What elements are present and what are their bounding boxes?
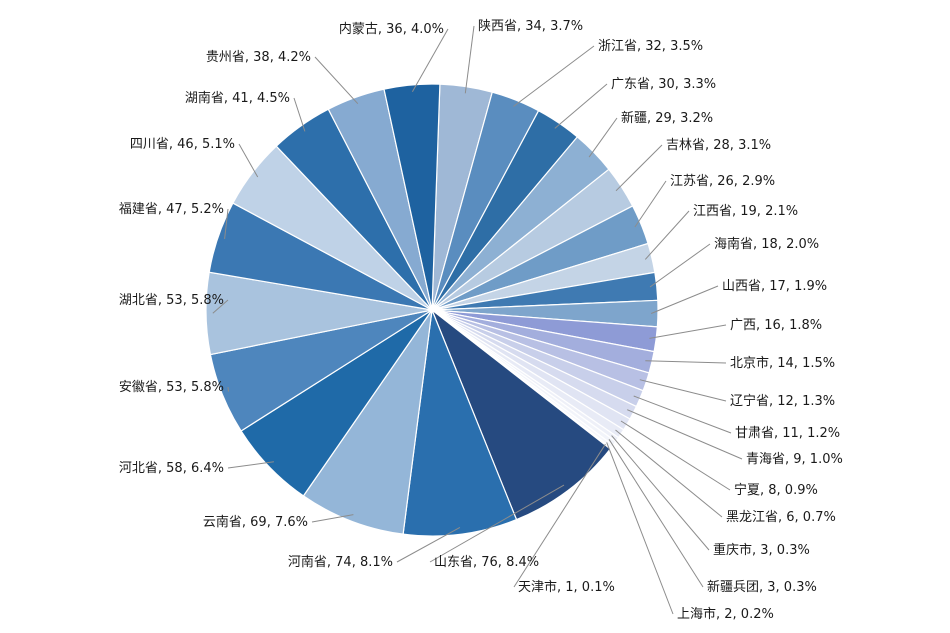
slice-label: 甘肃省, 11, 1.2%: [735, 426, 840, 441]
slice-label: 云南省, 69, 7.6%: [203, 514, 308, 530]
leader-line: [620, 420, 731, 491]
leader-line: [634, 180, 667, 228]
leader-line: [615, 144, 663, 192]
slice-label: 湖北省, 53, 5.8%: [119, 293, 224, 308]
leader-line: [311, 514, 354, 523]
slice-label: 安徽省, 53, 5.8%: [119, 380, 224, 395]
slice-22: [302, 309, 433, 535]
slice-label: 四川省, 46, 5.1%: [130, 137, 235, 152]
leader-line: [649, 324, 727, 339]
leader-lines: [212, 25, 743, 615]
slice-label: 河北省, 58, 6.4%: [119, 461, 224, 476]
leader-line: [639, 379, 727, 402]
slice-30: [383, 83, 441, 311]
slice-label: 宁夏, 8, 0.9%: [734, 482, 818, 498]
slice-label: 江西省, 19, 2.1%: [693, 204, 798, 219]
leader-line: [651, 285, 719, 314]
slice-label: 江苏省, 26, 2.9%: [670, 173, 775, 189]
leader-line: [608, 439, 704, 588]
slice-label: 重庆市, 3, 0.3%: [713, 542, 810, 558]
slice-label: 福建省, 47, 5.2%: [119, 202, 224, 217]
slice-label: 山西省, 17, 1.9%: [722, 279, 827, 294]
slice-label: 广东省, 30, 3.3%: [611, 77, 716, 92]
slice-21: [402, 307, 518, 537]
slice-label: 海南省, 18, 2.0%: [714, 236, 819, 252]
slice-label: 广西, 16, 1.8%: [730, 318, 822, 333]
pie-slices: [205, 83, 659, 537]
slice-labels: 陕西省, 34, 3.7% 浙江省, 32, 3.5% 广东省, 30, 3.3% 新…: [119, 19, 843, 622]
slice-label: 天津市, 1, 0.1%: [518, 579, 615, 595]
slice-label: 山东省, 76, 8.4%: [434, 555, 539, 570]
leader-line: [429, 484, 565, 563]
leader-line: [212, 299, 229, 314]
leader-line: [554, 83, 608, 129]
slice-label: 陕西省, 34, 3.7%: [478, 19, 583, 34]
slice-label: 吉林省, 28, 3.1%: [666, 138, 771, 153]
leader-line: [293, 97, 306, 132]
leader-line: [464, 25, 475, 94]
slice-label: 新疆, 29, 3.2%: [621, 110, 713, 126]
slice-label: 上海市, 2, 0.2%: [677, 606, 774, 622]
leader-line: [227, 461, 274, 469]
slice-label: 浙江省, 32, 3.5%: [598, 39, 703, 54]
slice-label: 贵州省, 38, 4.2%: [206, 50, 311, 65]
leader-line: [513, 45, 595, 107]
leader-line: [633, 395, 732, 434]
leader-line: [227, 386, 229, 392]
slice-label: 青海省, 9, 1.0%: [746, 452, 843, 467]
leader-line: [411, 28, 449, 92]
slice-20: [430, 308, 612, 521]
slice-label: 北京市, 14, 1.5%: [730, 355, 835, 371]
leader-line: [224, 208, 229, 239]
leader-line: [611, 435, 710, 551]
leader-line: [238, 143, 259, 178]
leader-line: [513, 443, 606, 588]
leader-line: [615, 429, 723, 518]
slice-label: 内蒙古, 36, 4.0%: [339, 21, 444, 37]
leader-line: [645, 360, 727, 364]
slice-label: 黑龙江省, 6, 0.7%: [726, 510, 836, 525]
leader-line: [644, 210, 690, 260]
leader-line: [314, 56, 359, 105]
slice-label: 辽宁省, 12, 1.3%: [730, 393, 835, 409]
leader-line: [606, 442, 674, 615]
slice-label: 湖南省, 41, 4.5%: [185, 90, 290, 106]
leader-line: [649, 243, 711, 288]
slice-label: 河南省, 74, 8.1%: [288, 554, 393, 570]
leader-line: [588, 117, 618, 158]
leader-line: [627, 409, 743, 460]
leader-line: [396, 526, 461, 563]
slice-label: 新疆兵团, 3, 0.3%: [707, 579, 817, 595]
